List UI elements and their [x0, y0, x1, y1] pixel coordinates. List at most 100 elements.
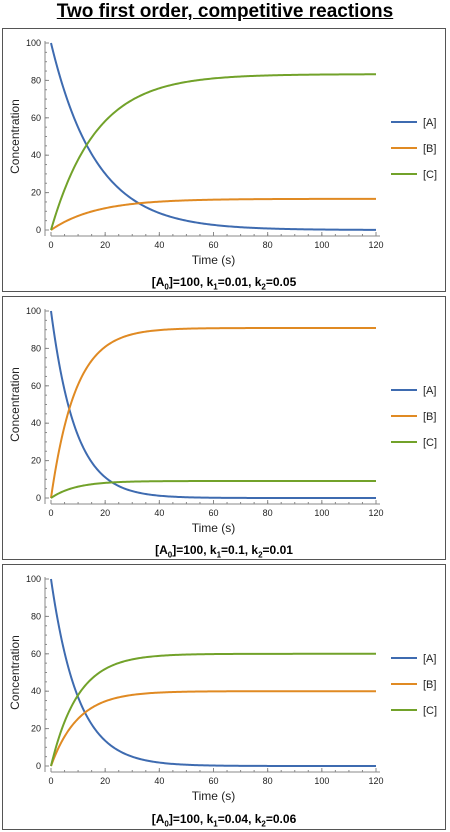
legend-label-a: [A]	[423, 117, 436, 129]
legend-label-c: [C]	[423, 169, 437, 181]
x-tick-label: 0	[48, 240, 53, 250]
series-line-a	[50, 42, 376, 231]
x-tick-label: 120	[368, 508, 383, 518]
caption-k1-value: =0.01,	[217, 275, 255, 289]
caption-k1-value: =0.04,	[217, 812, 255, 826]
series-line-b	[50, 197, 376, 231]
y-tick-label: 0	[36, 225, 41, 235]
x-tick-label: 80	[263, 508, 273, 518]
caption-a0-value: ]=100,	[168, 812, 207, 826]
legend-label-b: [B]	[423, 411, 436, 423]
x-tick-label: 120	[368, 240, 383, 250]
y-tick-label: 60	[31, 381, 41, 391]
series-line-c	[50, 480, 376, 499]
y-tick-label: 40	[31, 418, 41, 428]
y-axis-label: Concentration	[8, 99, 22, 174]
series-line-b	[50, 327, 376, 499]
y-tick-label: 20	[31, 188, 41, 198]
x-tick-label: 20	[100, 240, 110, 250]
y-axis-label: Concentration	[8, 635, 22, 710]
x-tick-label: 60	[208, 240, 218, 250]
caption-a0-sub: 0	[164, 819, 169, 829]
caption-k1-label: k	[206, 275, 214, 289]
y-tick-label: 60	[31, 649, 41, 659]
x-tick-label: 80	[263, 240, 273, 250]
x-tick-label: 20	[100, 508, 110, 518]
x-tick-label: 100	[314, 776, 329, 786]
series-line-a	[50, 578, 376, 767]
caption-k2-sub: 2	[261, 819, 266, 829]
x-tick-label: 0	[48, 508, 53, 518]
caption-k2-label: k	[254, 275, 262, 289]
y-tick-label: 80	[31, 611, 41, 621]
caption-a0-label: [A	[151, 812, 165, 826]
chart-2: 0 20 40 60 80 100 120 0 20 40 60 80 100 Time (s) Conce…	[8, 306, 437, 535]
caption-k2-sub: 2	[261, 282, 266, 292]
caption-a0-sub: 0	[167, 550, 173, 560]
caption-a0-label: [A	[151, 275, 165, 289]
y-tick-label: 40	[31, 686, 41, 696]
y-tick-label: 20	[31, 456, 41, 466]
y-tick-label: 80	[31, 343, 41, 353]
legend-label-b: [B]	[423, 143, 436, 155]
caption-k2-value: =0.05	[265, 275, 297, 289]
caption-k2-label: k	[254, 812, 262, 826]
x-tick-label: 40	[154, 240, 164, 250]
x-tick-label: 60	[208, 508, 218, 518]
y-tick-label: 100	[26, 38, 41, 48]
x-tick-label: 0	[48, 776, 53, 786]
series-line-b	[50, 690, 376, 767]
legend-label-c: [C]	[423, 437, 437, 449]
page-title: Two first order, competitive reactions	[56, 1, 394, 22]
caption-k1-label: k	[209, 543, 217, 557]
legend-label-b: [B]	[423, 679, 436, 691]
caption-a0-value: ]=100,	[172, 543, 210, 557]
y-tick-label: 100	[26, 574, 41, 584]
chart-caption: [A0]=100, k1=0.04, k2=0.06	[3, 812, 445, 828]
caption-k1-value: =0.1,	[221, 543, 252, 557]
caption-k2-value: =0.01	[262, 543, 293, 557]
caption-k2-sub: 2	[258, 550, 263, 560]
y-tick-label: 40	[31, 150, 41, 160]
caption-a0-sub: 0	[164, 282, 169, 292]
x-axis-label: Time (s)	[192, 521, 236, 535]
chart-panel-2: 0 20 40 60 80 100 120 0 20 40 60 80 100 Time (s) Conce…	[2, 296, 446, 560]
caption-k1-sub: 1	[216, 550, 222, 560]
y-tick-label: 20	[31, 724, 41, 734]
x-tick-label: 40	[154, 508, 164, 518]
series-line-a	[50, 310, 376, 499]
x-tick-label: 40	[154, 776, 164, 786]
x-tick-label: 120	[368, 776, 383, 786]
chart-caption: [A0]=100, k1=0.01, k2=0.05	[3, 275, 445, 291]
caption-k2-label: k	[251, 543, 259, 557]
y-tick-label: 80	[31, 75, 41, 85]
caption-k1-label: k	[206, 812, 214, 826]
chart-caption: [A0]=100, k1=0.1, k2=0.01	[3, 543, 445, 559]
chart-panel-1: 0 20 40 60 80 100 120 0 20 40 60 80 100 Time (s) Conce…	[2, 28, 446, 292]
caption-a0-value: ]=100,	[168, 275, 207, 289]
x-tick-label: 100	[314, 508, 329, 518]
y-tick-label: 60	[31, 113, 41, 123]
legend-label-c: [C]	[423, 705, 437, 717]
caption-k2-value: =0.06	[265, 812, 297, 826]
series-line-c	[50, 652, 376, 767]
legend-label-a: [A]	[423, 385, 436, 397]
caption-k1-sub: 1	[213, 819, 218, 829]
x-axis-label: Time (s)	[192, 789, 236, 803]
chart-3: 0 20 40 60 80 100 120 0 20 40 60 80 100 Time (s) Conce…	[8, 574, 437, 803]
y-tick-label: 0	[36, 761, 41, 771]
chart-1: 0 20 40 60 80 100 120 0 20 40 60 80 100 Time (s) Conce…	[8, 38, 437, 267]
x-tick-label: 100	[314, 240, 329, 250]
x-tick-label: 80	[263, 776, 273, 786]
y-axis-label: Concentration	[8, 367, 22, 442]
series-line-c	[50, 73, 377, 231]
y-tick-label: 100	[26, 306, 41, 316]
x-axis-label: Time (s)	[192, 253, 236, 267]
caption-k1-sub: 1	[213, 282, 218, 292]
x-tick-label: 20	[100, 776, 110, 786]
x-tick-label: 60	[208, 776, 218, 786]
legend-label-a: [A]	[423, 653, 436, 665]
y-tick-label: 0	[36, 493, 41, 503]
caption-a0-label: [A	[155, 543, 168, 557]
chart-panel-3: 0 20 40 60 80 100 120 0 20 40 60 80 100 Time (s) Conce…	[2, 564, 446, 830]
